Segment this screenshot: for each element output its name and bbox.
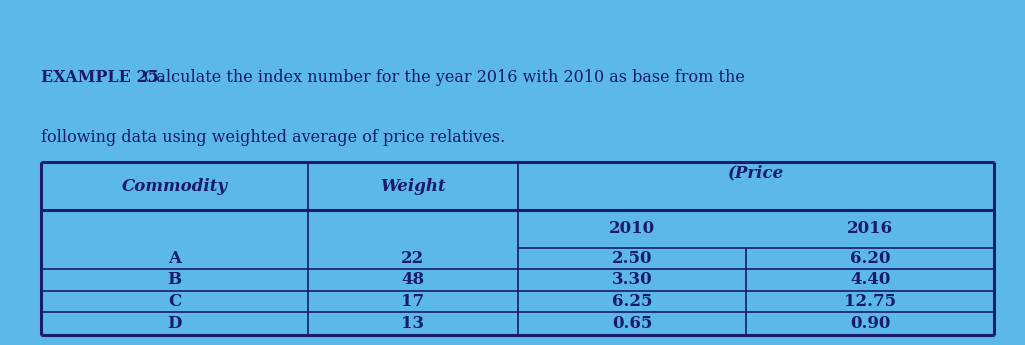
Text: 17: 17: [401, 293, 424, 310]
Text: 0.90: 0.90: [850, 315, 891, 332]
Text: 22: 22: [401, 250, 424, 267]
Text: 4.40: 4.40: [850, 272, 891, 288]
Text: 0.65: 0.65: [612, 315, 652, 332]
Text: EXAMPLE 25.: EXAMPLE 25.: [41, 69, 164, 86]
Text: 12.75: 12.75: [845, 293, 897, 310]
Text: Commodity: Commodity: [121, 178, 228, 195]
Text: B: B: [167, 272, 181, 288]
Text: 3.30: 3.30: [612, 272, 652, 288]
Text: 13: 13: [401, 315, 424, 332]
Text: C: C: [168, 293, 181, 310]
Text: 6.20: 6.20: [850, 250, 891, 267]
Text: Calculate the index number for the year 2016 with 2010 as base from the: Calculate the index number for the year …: [139, 69, 745, 86]
Text: D: D: [167, 315, 181, 332]
Text: Weight: Weight: [380, 178, 446, 195]
Text: 6.25: 6.25: [612, 293, 652, 310]
Text: 48: 48: [401, 272, 424, 288]
Text: following data using weighted average of price relatives.: following data using weighted average of…: [41, 129, 505, 146]
Text: 2.50: 2.50: [612, 250, 652, 267]
Text: A: A: [168, 250, 181, 267]
Text: 2010: 2010: [609, 220, 655, 237]
Text: (Price: (Price: [728, 164, 784, 181]
Text: 2016: 2016: [848, 220, 894, 237]
